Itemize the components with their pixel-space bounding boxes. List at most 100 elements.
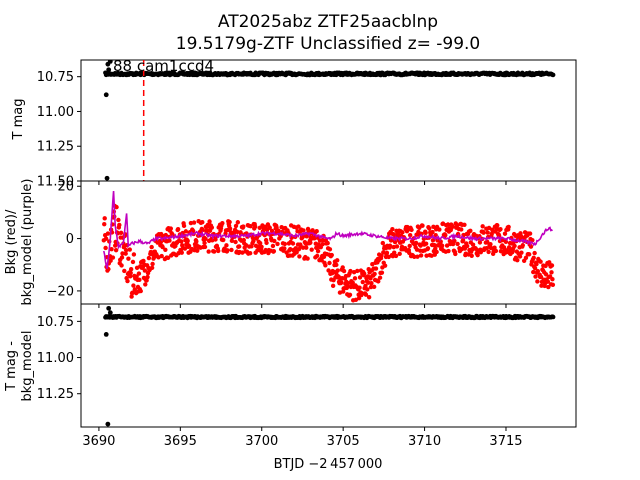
bkg-point [105, 231, 111, 236]
bkg-point [145, 274, 150, 280]
bkg-point [267, 225, 272, 231]
bkg-point [484, 246, 489, 251]
bkg-point [233, 223, 239, 229]
bkg-point [120, 251, 125, 256]
bkg-point [175, 227, 181, 232]
bkg-point [339, 280, 344, 285]
top-panel-annotation: 88 cam1ccd4 [113, 57, 214, 75]
y-tick-label: 11.25 [37, 387, 74, 402]
bkg-point [233, 239, 238, 245]
bkg-point [160, 244, 165, 250]
bkg-point [204, 228, 210, 233]
bkg-point [315, 248, 321, 254]
x-tick-label: 3705 [327, 434, 360, 449]
bkg-point [179, 239, 184, 244]
y-tick-label: 10.75 [37, 70, 74, 85]
bkg-point [392, 250, 397, 255]
bkg-point [430, 238, 436, 243]
bkg-point [146, 255, 152, 261]
bkg-point [394, 244, 400, 249]
bkg-point [506, 224, 511, 230]
bkg-point [128, 267, 134, 272]
bkg-point [264, 240, 269, 246]
bkg-point [531, 269, 536, 275]
bkg-point [216, 248, 221, 254]
bkg-point [425, 246, 431, 251]
bkg-point [225, 248, 230, 253]
bkg-point [498, 227, 503, 232]
bkg-point [334, 262, 339, 268]
bkg-point [501, 245, 507, 250]
bkg-point [486, 249, 491, 255]
mag-outlier-point [106, 67, 112, 73]
bkg-point [446, 248, 451, 254]
bkg-point [181, 223, 187, 229]
bkg-point [304, 245, 309, 250]
top-panel-ylabel: T mag [11, 99, 26, 141]
bkg-point [531, 255, 536, 261]
bkg-point [498, 249, 504, 254]
bkg-point [335, 258, 340, 263]
bkg-point [296, 224, 301, 229]
mag-outlier-point [107, 60, 113, 64]
panel-middle-background: −20 0 20 [47, 180, 577, 308]
bkg-point [320, 241, 325, 247]
bkg-point [259, 244, 264, 249]
bkg-point [128, 270, 133, 276]
bkg-point [272, 238, 277, 244]
bkg-point [168, 226, 174, 231]
bkg-point [327, 260, 332, 266]
bkg-point [532, 266, 538, 271]
bkg-point [512, 243, 517, 249]
bkg-point [363, 283, 368, 288]
bkg-point [415, 254, 420, 259]
panel-bottom-corrected-magnitude: 10.75 11.00 11.25 3690 3695 3700 3705 3710 3715 [37, 303, 577, 449]
bkg-point [158, 240, 163, 245]
bkg-point [274, 225, 279, 230]
bkg-point [314, 253, 320, 259]
bkg-point [538, 274, 544, 280]
bkg-point [200, 219, 205, 225]
bkg-point [549, 270, 554, 275]
bkg-point [122, 268, 127, 274]
bkg-point [345, 280, 351, 286]
bkg-point [380, 240, 386, 246]
panel-bottom-plot-area [103, 305, 556, 427]
mag-outlier-point [105, 421, 111, 427]
bkg-point [305, 256, 310, 261]
bkg-point [255, 248, 260, 253]
y-tick-label: 10.75 [37, 315, 74, 330]
bkg-point [297, 254, 302, 259]
bkg-point [282, 241, 287, 247]
panel-top-frame [80, 59, 577, 182]
bkg-point [257, 240, 263, 246]
bkg-point [142, 268, 148, 273]
y-tick-label: 11.25 [37, 140, 74, 155]
bkg-point [102, 221, 107, 227]
bkg-point [373, 266, 379, 271]
bkg-point [309, 247, 314, 252]
bkg-point [379, 253, 384, 258]
bkg-point [485, 230, 490, 235]
bkg-point [325, 240, 330, 246]
bkg-point [437, 227, 442, 232]
bkg-point [434, 249, 439, 255]
bkg-point [186, 243, 192, 249]
bkg-point [412, 254, 417, 260]
bkg-point [407, 243, 412, 249]
bkg-point [221, 237, 226, 243]
bkg-point [211, 249, 217, 254]
bkg-point [113, 247, 119, 253]
bkg-point [352, 276, 358, 281]
y-tick-label: 11.00 [37, 105, 74, 120]
bkg-point [179, 250, 184, 255]
bkg-point [270, 243, 276, 249]
bkg-point [149, 265, 155, 270]
bkg-point [329, 252, 334, 258]
bkg-point [114, 204, 119, 210]
panel-bottom-frame [80, 303, 577, 428]
bkg-point [360, 279, 365, 285]
bkg-point [517, 254, 523, 259]
bkg-point [366, 295, 372, 300]
bkg-point [235, 229, 240, 235]
